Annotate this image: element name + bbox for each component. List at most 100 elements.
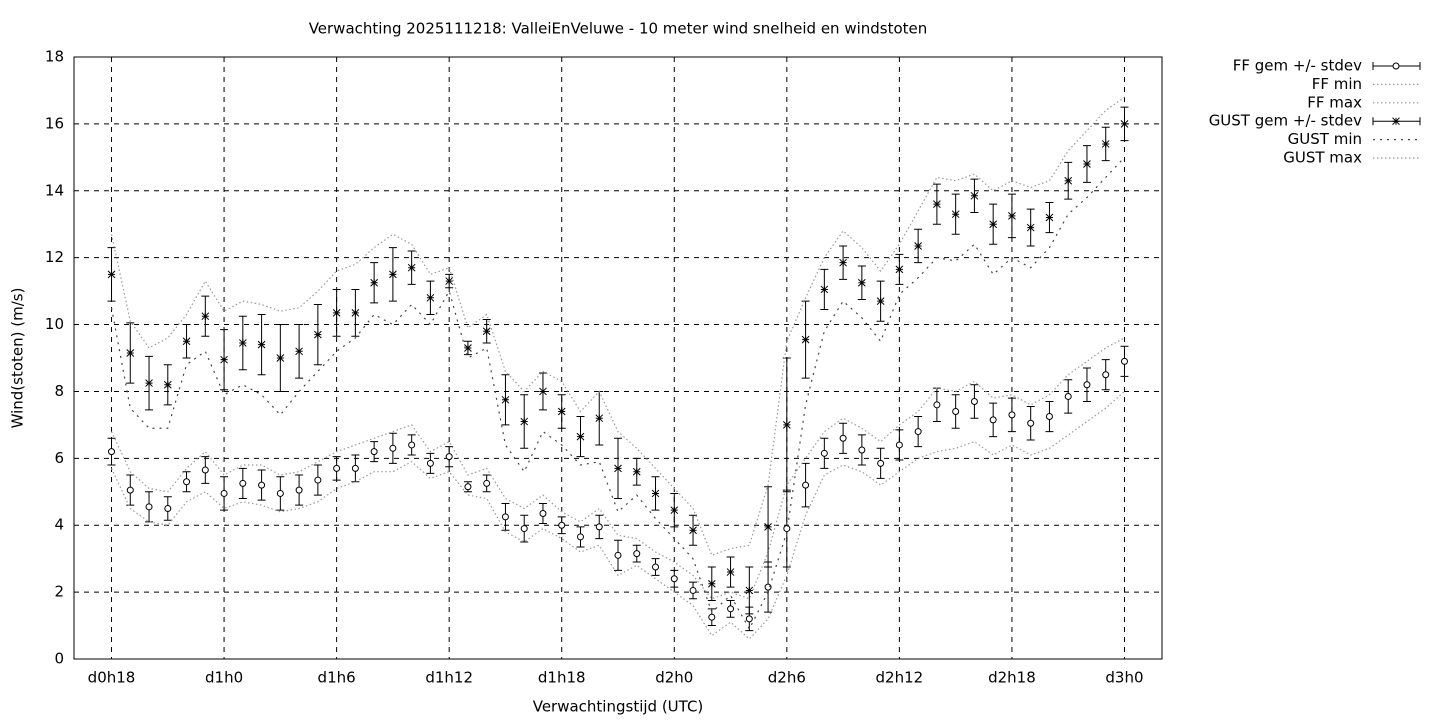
marker [633,550,641,558]
marker [501,395,510,404]
plot-border [73,56,1163,660]
marker [389,270,397,279]
x-tick-label: d0h18 [88,669,136,687]
marker [782,421,791,429]
marker [708,613,716,621]
marker [239,479,247,487]
marker [1392,62,1400,70]
y-tick-label: 2 [54,583,64,601]
marker [689,586,697,594]
marker [276,489,284,497]
legend-label: GUST min [1288,130,1362,148]
marker [858,278,866,287]
marker [539,510,547,518]
marker [989,416,997,424]
marker [107,270,116,279]
marker [520,417,529,426]
marker [558,521,566,529]
marker [464,344,472,352]
marker [1101,140,1110,148]
marker [389,444,397,452]
marker [576,432,585,441]
marker [595,414,604,423]
legend-label: FF max [1307,93,1362,111]
marker [1045,413,1053,421]
marker [351,464,359,472]
marker [1083,381,1091,389]
marker [426,459,434,467]
marker [1008,411,1016,419]
marker [276,354,285,362]
marker [745,586,754,595]
marker [220,355,228,364]
marker [1026,223,1035,232]
y-tick-label: 6 [54,449,64,467]
marker [1102,371,1110,379]
marker [201,312,210,321]
x-tick-label: d1h0 [205,669,243,687]
y-tick-label: 18 [45,48,64,66]
marker [445,277,454,285]
legend-label: GUST gem +/- stdev [1209,112,1362,130]
marker [238,339,247,347]
marker [1064,176,1073,185]
marker [1045,213,1054,222]
series-line [110,96,1125,557]
x-tick-label: d1h12 [425,669,473,687]
marker [1027,419,1035,427]
marker [933,200,941,209]
y-axis-label: Wind(stoten) (m/s) [9,288,27,429]
marker [802,481,810,489]
legend-label: FF min [1312,75,1362,93]
marker [876,297,885,305]
y-tick-label: 8 [54,382,64,400]
marker [670,506,679,515]
series-line [110,337,1125,600]
marker [314,476,322,484]
marker [839,434,847,442]
marker [182,337,191,346]
y-tick-label: 4 [54,516,64,534]
y-tick-label: 0 [54,650,64,668]
marker [351,308,360,317]
marker [970,191,979,200]
marker [1392,117,1400,126]
marker [145,379,153,387]
marker [670,575,678,583]
x-tick-label: d2h6 [768,669,806,687]
marker [727,605,735,613]
marker [332,308,341,317]
marker [952,408,960,416]
marker [183,478,191,486]
y-tick-label: 14 [45,181,64,199]
marker [1064,392,1072,400]
marker [895,441,903,449]
marker [652,563,660,571]
series-line [110,390,1125,640]
marker [164,505,172,512]
x-tick-label: d1h6 [318,669,356,687]
marker [126,486,134,494]
marker [445,453,453,461]
marker [820,285,829,294]
marker [1083,160,1091,168]
marker [651,489,660,498]
marker [333,464,341,472]
marker [426,293,435,302]
y-tick-label: 10 [45,315,64,333]
marker [951,210,960,219]
marker [1120,120,1129,128]
marker [520,525,528,533]
marker [970,397,978,405]
marker [314,330,322,339]
marker [407,263,416,272]
marker [877,459,885,467]
marker [483,479,491,487]
marker [370,278,378,287]
marker [145,503,153,511]
marker [258,481,266,489]
marker [482,327,491,336]
marker [501,513,509,521]
